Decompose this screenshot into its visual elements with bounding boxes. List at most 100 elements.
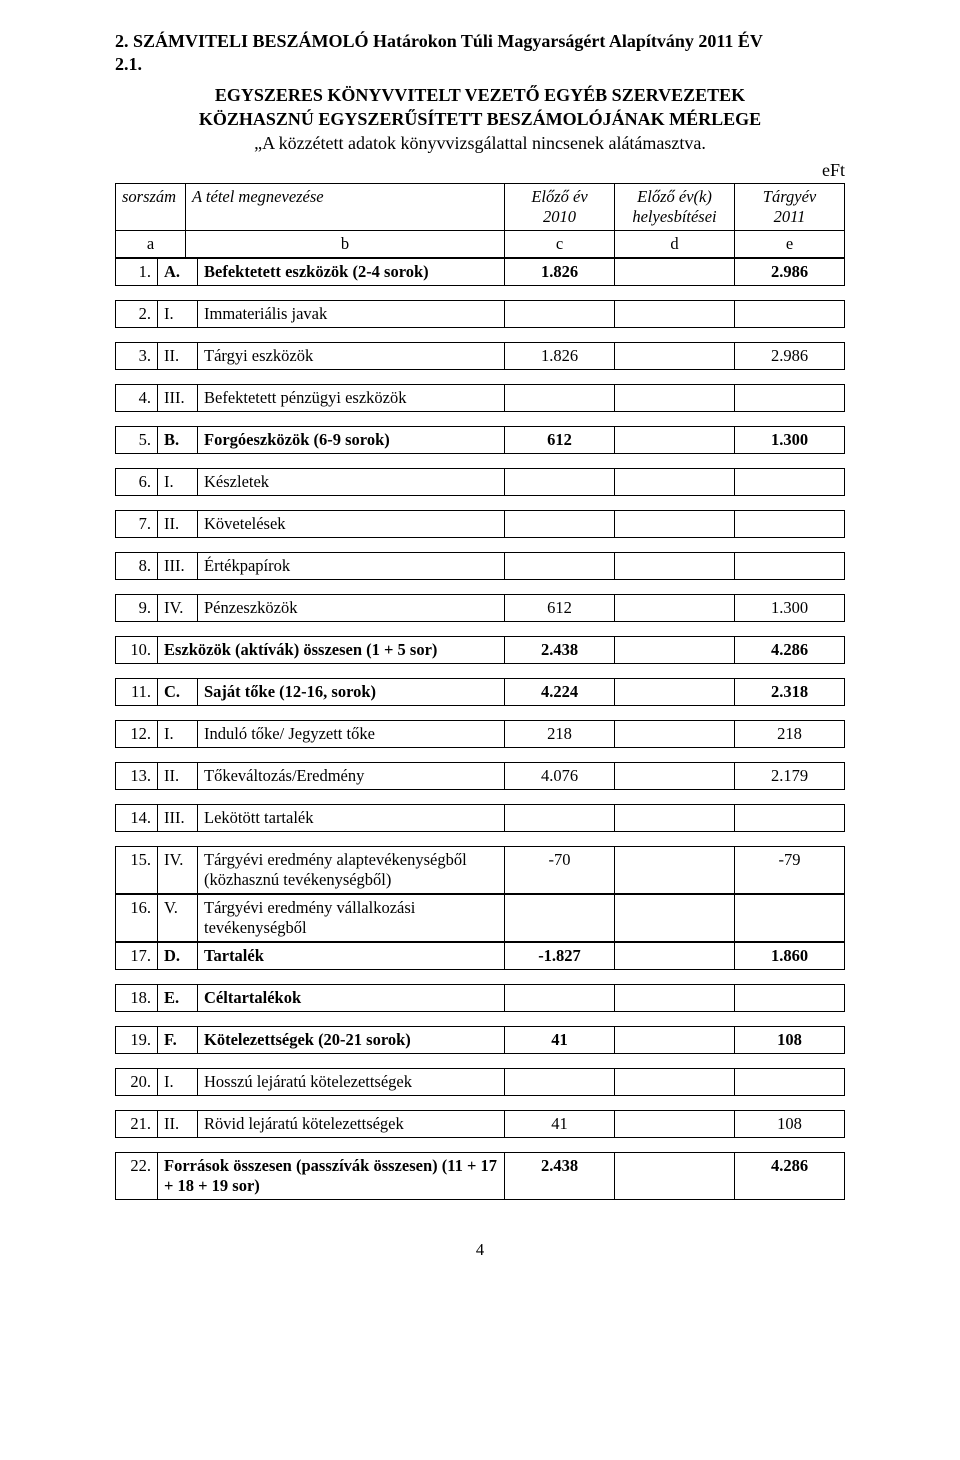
row-cat: II. xyxy=(158,762,198,789)
row-cat: IV. xyxy=(158,846,198,893)
header-table: sorszám A tétel megnevezése Előző év 201… xyxy=(115,183,845,258)
table-row: 8.III.Értékpapírok xyxy=(115,552,845,580)
row-cat: V. xyxy=(158,894,198,941)
row-name: Pénzeszközök xyxy=(198,594,505,621)
row-prev: -1.827 xyxy=(505,942,615,969)
row-corr xyxy=(615,510,735,537)
row-num: 1. xyxy=(116,258,158,285)
row-name: Induló tőke/ Jegyzett tőke xyxy=(198,720,505,747)
row-num: 13. xyxy=(116,762,158,789)
row-num: 10. xyxy=(116,636,158,663)
row-curr: 1.300 xyxy=(735,426,845,453)
table-row: 9.IV.Pénzeszközök6121.300 xyxy=(115,594,845,622)
row-prev: 4.076 xyxy=(505,762,615,789)
table-row: 12.I.Induló tőke/ Jegyzett tőke218218 xyxy=(115,720,845,748)
row-cat: II. xyxy=(158,510,198,537)
row-curr xyxy=(735,894,845,941)
hdr-targyev: Tárgyév 2011 xyxy=(735,183,845,230)
hdr-targyev-b: 2011 xyxy=(774,207,806,226)
row-prev: 1.826 xyxy=(505,342,615,369)
row-name: Befektetett eszközök (2-4 sorok) xyxy=(198,258,505,285)
table-row: 4.III.Befektetett pénzügyi eszközök xyxy=(115,384,845,412)
row-curr: 2.318 xyxy=(735,678,845,705)
row-cat: A. xyxy=(158,258,198,285)
table-row: 22.Források összesen (passzívák összesen… xyxy=(115,1152,845,1200)
row-cat: I. xyxy=(158,720,198,747)
row-prev xyxy=(505,1068,615,1095)
row-cat: II. xyxy=(158,1110,198,1137)
row-prev xyxy=(505,510,615,537)
table-row: 7.II.Követelések xyxy=(115,510,845,538)
row-curr: 2.179 xyxy=(735,762,845,789)
document-page: 2. SZÁMVITELI BESZÁMOLÓ Határokon Túli M… xyxy=(0,0,960,1316)
row-corr xyxy=(615,1068,735,1095)
row-num: 21. xyxy=(116,1110,158,1137)
row-cat: IV. xyxy=(158,594,198,621)
row-curr: 4.286 xyxy=(735,636,845,663)
row-curr xyxy=(735,510,845,537)
table-row: 20.I.Hosszú lejáratú kötelezettségek xyxy=(115,1068,845,1096)
row-name: Tárgyévi eredmény vállalkozási tevékenys… xyxy=(198,894,505,941)
unit-label: eFt xyxy=(115,160,845,181)
row-num: 6. xyxy=(116,468,158,495)
row-curr xyxy=(735,1068,845,1095)
row-name: Tárgyi eszközök xyxy=(198,342,505,369)
hdr-col-c: c xyxy=(505,230,615,257)
row-prev xyxy=(505,894,615,941)
row-cat: III. xyxy=(158,552,198,579)
hdr-col-a: a xyxy=(116,230,186,257)
row-num: 9. xyxy=(116,594,158,621)
table-row: 1.A.Befektetett eszközök (2-4 sorok)1.82… xyxy=(115,258,845,286)
table-row: 3.II.Tárgyi eszközök1.8262.986 xyxy=(115,342,845,370)
row-cat: E. xyxy=(158,984,198,1011)
page-number: 4 xyxy=(115,1240,845,1260)
row-cat: III. xyxy=(158,384,198,411)
table-row: 16.V.Tárgyévi eredmény vállalkozási tevé… xyxy=(115,894,845,942)
row-prev: 1.826 xyxy=(505,258,615,285)
row-prev xyxy=(505,300,615,327)
row-prev: 612 xyxy=(505,426,615,453)
row-prev: 2.438 xyxy=(505,1152,615,1199)
row-curr xyxy=(735,468,845,495)
row-curr xyxy=(735,552,845,579)
row-name: Forgóeszközök (6-9 sorok) xyxy=(198,426,505,453)
title-block: 2. SZÁMVITELI BESZÁMOLÓ Határokon Túli M… xyxy=(115,30,845,77)
table-row: 15.IV.Tárgyévi eredmény alaptevékenységb… xyxy=(115,846,845,894)
row-name: Lekötött tartalék xyxy=(198,804,505,831)
row-corr xyxy=(615,426,735,453)
hdr-helyesb-a: Előző év(k) xyxy=(637,187,712,206)
row-corr xyxy=(615,804,735,831)
row-num: 4. xyxy=(116,384,158,411)
row-prev: 41 xyxy=(505,1026,615,1053)
row-curr: 2.986 xyxy=(735,342,845,369)
hdr-col-d: d xyxy=(615,230,735,257)
subtitle-block: EGYSZERES KÖNYVVITELT VEZETŐ EGYÉB SZERV… xyxy=(115,83,845,156)
subtitle-1: EGYSZERES KÖNYVVITELT VEZETŐ EGYÉB SZERV… xyxy=(115,83,845,107)
row-curr: 4.286 xyxy=(735,1152,845,1199)
row-num: 16. xyxy=(116,894,158,941)
table-row: 10.Eszközök (aktívák) összesen (1 + 5 so… xyxy=(115,636,845,664)
row-curr: -79 xyxy=(735,846,845,893)
row-cat: C. xyxy=(158,678,198,705)
row-num: 7. xyxy=(116,510,158,537)
row-curr xyxy=(735,384,845,411)
row-num: 2. xyxy=(116,300,158,327)
row-num: 18. xyxy=(116,984,158,1011)
hdr-col-b: b xyxy=(186,230,505,257)
hdr-elozo-ev-b: 2010 xyxy=(543,207,576,226)
row-corr xyxy=(615,384,735,411)
table-row: 18.E.Céltartalékok xyxy=(115,984,845,1012)
row-corr xyxy=(615,258,735,285)
row-corr xyxy=(615,1110,735,1137)
table-row: 11.C.Saját tőke (12-16, sorok)4.2242.318 xyxy=(115,678,845,706)
row-curr xyxy=(735,804,845,831)
hdr-targyev-a: Tárgyév xyxy=(763,187,816,206)
row-prev: 2.438 xyxy=(505,636,615,663)
row-corr xyxy=(615,942,735,969)
hdr-sorszam: sorszám xyxy=(116,183,186,230)
hdr-megnevezese: A tétel megnevezése xyxy=(186,183,505,230)
row-name: Hosszú lejáratú kötelezettségek xyxy=(198,1068,505,1095)
row-cat: D. xyxy=(158,942,198,969)
row-prev: 612 xyxy=(505,594,615,621)
table-row: 14.III.Lekötött tartalék xyxy=(115,804,845,832)
